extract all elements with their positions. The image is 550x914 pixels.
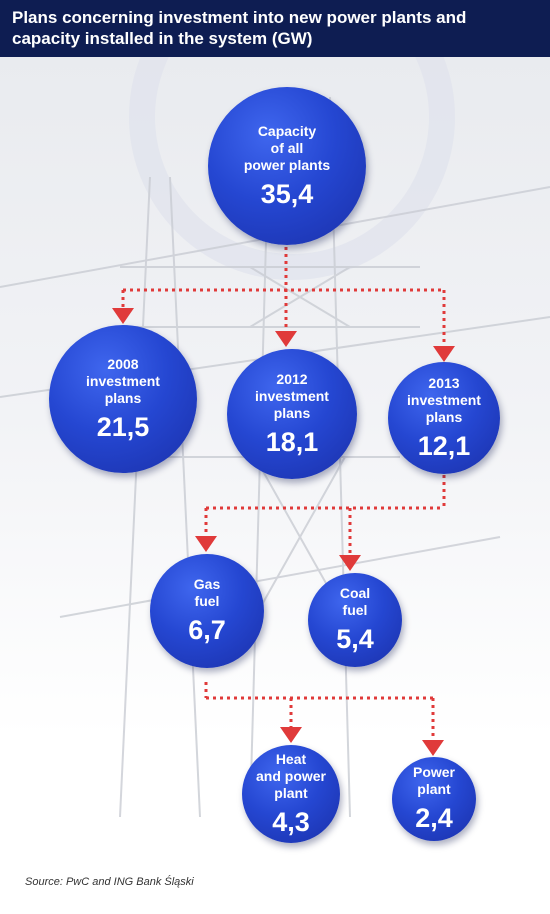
arrow-down-icon (339, 555, 361, 571)
arrow-down-icon (195, 536, 217, 552)
node-label: Coal fuel (339, 585, 371, 618)
source-note: Source: PwC and ING Bank Śląski (25, 876, 194, 888)
node-total-capacity: Capacity of all power plants 35,4 (208, 87, 366, 245)
node-value: 21,5 (96, 411, 150, 442)
node-value: 35,4 (260, 178, 314, 209)
node-label: Capacity of all power plants (243, 122, 331, 173)
node-heat-and-power-plant: Heat and power plant 4,3 (242, 745, 340, 843)
node-value: 18,1 (265, 426, 319, 457)
header-bar: Plans concerning investment into new pow… (0, 0, 550, 57)
node-coal-fuel: Coal fuel 5,4 (308, 573, 402, 667)
node-label: 2008 investment plans (86, 355, 160, 406)
node-value: 5,4 (336, 624, 374, 654)
node-2013-investment-plans: 2013 investment plans 12,1 (388, 362, 500, 474)
arrow-down-icon (422, 740, 444, 756)
arrow-down-icon (280, 727, 302, 743)
node-value: 12,1 (417, 430, 471, 461)
page-title: Plans concerning investment into new pow… (12, 8, 467, 48)
node-label: 2012 investment plans (255, 370, 329, 421)
node-2008-investment-plans: 2008 investment plans 21,5 (49, 325, 197, 473)
node-label: 2013 investment plans (407, 374, 481, 425)
arrow-down-icon (433, 346, 455, 362)
node-label: Power plant (412, 764, 455, 797)
node-label: Heat and power plant (255, 750, 326, 801)
node-gas-fuel: Gas fuel 6,7 (150, 554, 264, 668)
arrow-down-icon (275, 331, 297, 347)
node-2012-investment-plans: 2012 investment plans 18,1 (227, 349, 357, 479)
node-label: Gas fuel (193, 576, 221, 609)
node-value: 2,4 (415, 803, 453, 833)
node-power-plant: Power plant 2,4 (392, 757, 476, 841)
arrow-down-icon (112, 308, 134, 324)
node-value: 6,7 (188, 615, 226, 645)
node-value: 4,3 (272, 806, 310, 837)
